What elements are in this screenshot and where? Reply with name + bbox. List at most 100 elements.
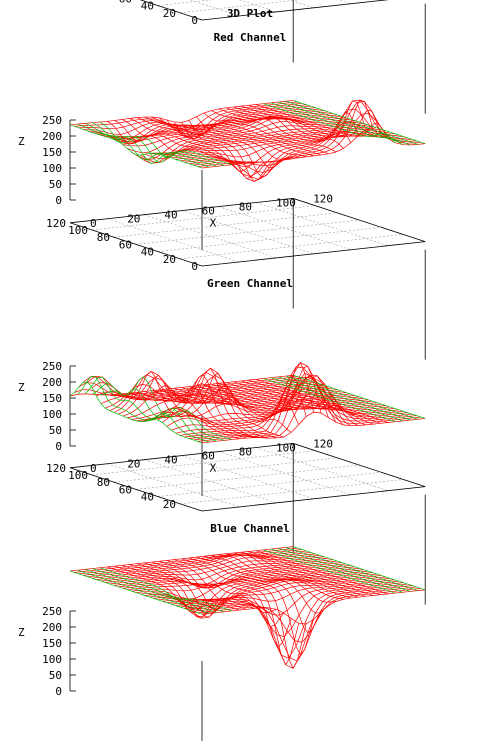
z-axis-label: Z [18,135,25,148]
mesh-line-col [92,383,225,441]
y-tick-label: 40 [141,0,154,13]
x-tick-label: 80 [239,446,252,459]
mesh-line-col [226,382,359,426]
y-tick-label: 80 [97,231,110,244]
z-axis-label: Z [18,381,25,394]
mesh-line-col [203,112,337,153]
mesh-line-col [84,376,217,442]
mesh-line-col [99,121,232,166]
panel-green-channel: Green Channel050100150200250Z02040608010… [18,192,426,496]
y-tick-label: 60 [119,0,132,5]
x-tick-label: 0 [90,462,97,475]
page-title: 3D Plot [227,7,273,20]
grid-line-y [113,457,338,483]
x-tick-label: 0 [90,217,97,230]
grid-line-y [91,450,316,476]
grid-line-y [179,234,404,260]
grid-line-x [218,206,351,251]
mesh-line-col [233,100,367,139]
y-tick-label: 20 [163,7,176,20]
z-tick-label: 150 [42,392,62,405]
chart-title: Green Channel [207,277,293,290]
mesh-line-col [69,570,203,615]
y-tick-label: 60 [119,238,132,251]
x-axis-label: X [210,217,217,230]
mesh-line-col [211,375,344,426]
y-tick-label: 20 [163,253,176,266]
mesh-line-col [107,121,240,165]
mesh-line-col [278,547,411,592]
z-tick-label: 50 [49,669,62,682]
grid-line-x [255,202,389,246]
mesh-line-col [293,374,426,419]
z-tick-label: 200 [42,376,62,389]
mesh-line-col [211,110,344,149]
z-tick-label: 250 [42,114,62,127]
mesh-line-col [144,367,277,439]
z-tick-label: 0 [55,440,62,453]
mesh-line-col [114,374,247,439]
mesh-line-col [129,564,262,618]
mesh-line-col [92,122,225,166]
mesh-line-col [285,547,418,591]
x-tick-label: 120 [313,437,333,450]
mesh-line-col [77,375,210,443]
top-plane-border [69,443,426,512]
x-tick-label: 80 [239,201,252,214]
mesh-line-col [203,375,337,423]
mesh-line-col [188,557,322,634]
mesh-line-col [151,372,284,438]
z-axis-label: Z [18,626,25,639]
mesh-line-col [136,374,270,439]
grid-line-y [113,212,338,238]
mesh-line-col [129,387,262,438]
x-tick-label: 40 [164,209,177,222]
x-tick-label: 60 [202,450,215,463]
mesh-line-col [278,376,411,421]
mesh-line-col [285,375,418,420]
mesh-line-col [166,560,300,666]
mesh-line-col [241,551,374,596]
grid-line-y [179,0,301,14]
mesh-line-col [278,101,411,146]
mesh-line-col [241,99,374,138]
panel-blue-channel: Blue Channel050100150200250Z204060801001… [18,437,426,741]
mesh-line-col [114,120,247,164]
mesh-line-col [211,555,344,600]
mesh-line-col [233,552,366,597]
mesh-line-col [218,383,351,426]
mesh-line-col [241,380,374,425]
grid-line-y [179,479,404,505]
mesh-line-col [69,124,203,169]
mesh-line-col [166,119,299,160]
y-tick-label: 20 [163,498,176,511]
mesh-line-col [159,560,292,648]
y-tick-label: 120 [46,462,66,475]
y-tick-label: 120 [46,217,66,230]
mesh-line-col [159,117,292,169]
x-tick-label: 120 [313,192,333,205]
mesh-line-col [181,558,314,656]
mesh-line-col [129,118,262,172]
chart-title: Red Channel [214,31,287,44]
mesh-line-col [151,116,284,178]
x-tick-label: 20 [127,213,140,226]
grid-line-y [157,471,382,497]
mesh-line-col [84,123,217,167]
mesh-line-col [174,559,307,670]
mesh-line-col [285,100,418,145]
x-tick-label: 40 [164,454,177,467]
mesh-line-col [263,549,396,594]
mesh-line-col [218,554,351,599]
x-tick-label: 20 [127,458,140,471]
z-tick-label: 50 [49,178,62,191]
mesh-line-col [233,381,366,426]
mesh-line-row [69,100,294,126]
grid-line-x [338,0,351,5]
mesh-line-col [263,378,396,423]
z-tick-label: 200 [42,621,62,634]
mesh-line-col [99,376,232,440]
mesh-line-col [270,377,403,422]
mesh-line-col [203,555,336,603]
